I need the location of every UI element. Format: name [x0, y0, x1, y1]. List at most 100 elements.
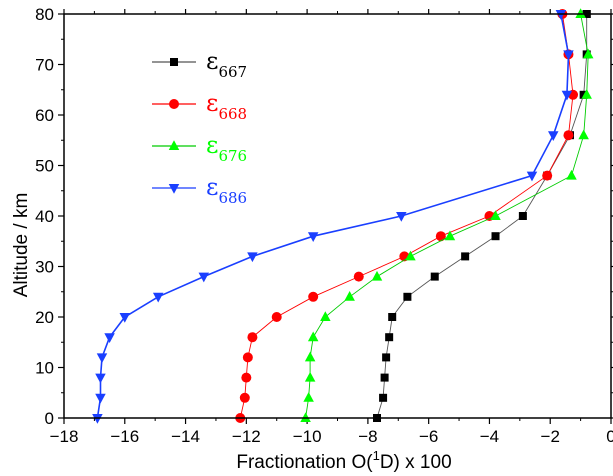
legend-label: ε686 [206, 173, 247, 207]
legend-subscript: 667 [218, 63, 247, 81]
legend-label: ε667 [206, 47, 247, 81]
x-tick-label: −10 [293, 427, 322, 446]
data-point-686 [563, 50, 574, 61]
data-point-668 [308, 291, 319, 302]
y-tick-label: 10 [35, 359, 54, 378]
data-point-676 [344, 291, 355, 301]
data-point-668 [435, 231, 446, 242]
data-point-667 [388, 313, 397, 321]
y-tick-label: 0 [45, 409, 54, 428]
data-point-676 [578, 129, 589, 140]
y-tick-label: 40 [35, 207, 54, 226]
data-point-667 [380, 373, 389, 382]
legend-marker [168, 140, 180, 150]
series-line-667 [376, 14, 588, 419]
data-point-668 [239, 392, 250, 403]
x-axis-title-tail: D) x 100 [380, 452, 452, 473]
legend-subscript: 668 [218, 105, 247, 123]
x-axis-title: Fractionation O(1D) x 100 [236, 448, 451, 473]
data-point-667 [518, 212, 527, 220]
legend-item-686: ε686 [152, 173, 247, 207]
legend-subscript: 686 [218, 189, 247, 207]
series-line-668 [239, 13, 574, 419]
y-tick-label: 80 [35, 5, 54, 24]
data-point-686 [526, 171, 538, 182]
y-tick-label: 50 [35, 157, 54, 176]
data-point-676 [300, 412, 311, 422]
data-point-668 [241, 372, 252, 383]
x-tick-label: −4 [480, 427, 499, 446]
legend-marker [169, 99, 179, 109]
x-tick-label: 0 [606, 427, 613, 446]
legend-symbol: ε [206, 131, 218, 159]
data-point-676 [490, 210, 501, 220]
data-point-676 [371, 270, 383, 281]
legend-label: ε668 [206, 89, 247, 123]
series-line-686 [96, 13, 570, 419]
data-point-676 [304, 371, 316, 382]
x-tick-label: −16 [110, 427, 139, 446]
data-point-686 [92, 414, 103, 424]
data-point-667 [430, 272, 439, 281]
data-point-667 [382, 353, 391, 362]
y-tick-label: 60 [35, 106, 54, 125]
x-axis-title-main: Fractionation O( [236, 452, 373, 473]
x-tick-label: −14 [171, 427, 200, 446]
data-point-676 [566, 169, 577, 180]
data-point-686 [247, 252, 258, 263]
data-point-676 [575, 8, 586, 18]
data-point-668 [271, 312, 282, 322]
legend-symbol: ε [206, 47, 218, 75]
data-point-686 [95, 393, 106, 404]
axes-group: −18 −16 −14 −12 −10 −8 −6 −4 −2 0 0 10 20 30 40 50 60 70 8… [35, 5, 613, 446]
legend-marker [168, 184, 180, 194]
data-point-686 [152, 292, 164, 303]
x-tick-label: −6 [419, 427, 438, 446]
data-point-676 [320, 311, 331, 321]
x-tick-label: −18 [50, 427, 79, 446]
series-group [92, 8, 594, 424]
data-point-686 [555, 10, 567, 20]
data-point-667 [491, 232, 500, 241]
y-tick-label: 20 [35, 308, 54, 327]
data-point-676 [444, 230, 456, 241]
data-point-668 [247, 332, 258, 343]
data-point-676 [304, 351, 316, 362]
data-point-686 [548, 131, 559, 141]
series-line-676 [305, 13, 589, 419]
legend-subscript: 676 [218, 147, 247, 165]
data-point-676 [405, 250, 416, 261]
data-point-686 [95, 373, 106, 384]
legend-symbol: ε [206, 173, 218, 201]
x-axis-title-sup: 1 [373, 448, 380, 463]
legend-item-667: ε667 [152, 47, 247, 81]
data-point-676 [307, 331, 319, 342]
data-point-686 [307, 232, 319, 242]
data-point-667 [379, 393, 388, 402]
legend-marker [170, 58, 178, 66]
x-tick-label: −8 [358, 427, 377, 446]
data-point-676 [303, 392, 314, 402]
series-686 [92, 10, 574, 424]
data-point-676 [582, 48, 594, 59]
data-point-668 [563, 130, 574, 141]
x-tick-label: −12 [232, 427, 261, 446]
data-point-668 [542, 170, 553, 181]
legend-label: ε676 [206, 131, 247, 165]
data-point-668 [242, 352, 253, 363]
legend-symbol: ε [206, 89, 218, 117]
x-tick-label: −2 [541, 427, 560, 446]
data-point-686 [119, 313, 131, 323]
series-676 [300, 8, 594, 422]
series-667 [373, 10, 591, 422]
legend-item-668: ε668 [152, 89, 247, 123]
y-axis-title: Altitude / km [11, 193, 32, 298]
data-point-686 [104, 333, 115, 343]
data-point-667 [403, 292, 412, 301]
plot-frame [63, 13, 612, 419]
y-tick-label: 70 [35, 56, 54, 75]
data-point-667 [461, 252, 470, 261]
data-point-676 [581, 89, 592, 99]
